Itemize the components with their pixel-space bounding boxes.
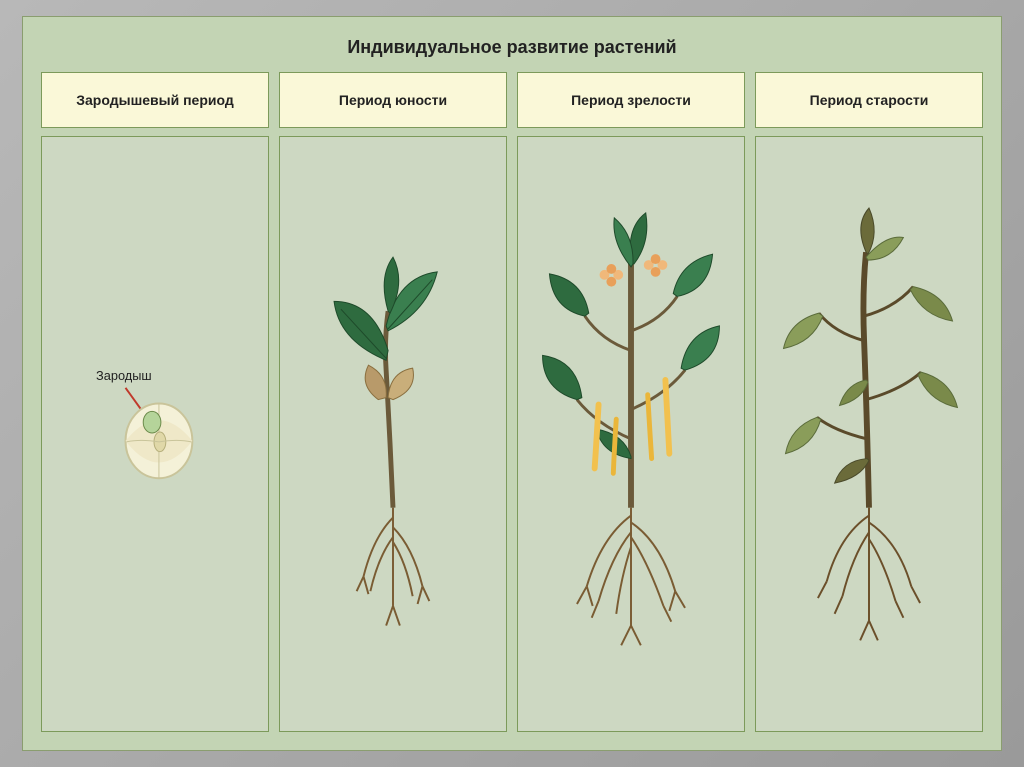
embryo-label: Зародыш [96,368,152,383]
leaves-icon [334,257,437,360]
column-youth: Период юности [279,72,507,732]
branch-icon [866,372,921,400]
branch-icon [864,287,913,316]
column-maturity: Период зрелости [517,72,745,732]
header-youth: Период юности [279,72,507,128]
roots-icon [818,508,920,641]
body-embryo: Зародыш [41,136,269,732]
branch-icon [631,370,685,409]
mature-plant-illustration [518,137,744,731]
seed-husk-icon [365,365,386,399]
seed-fruit-icon [126,404,193,479]
roots-icon [357,508,430,626]
embryo-illustration: Зародыш [42,137,268,731]
main-panel: Индивидуальное развитие растений Зародыш… [22,16,1002,751]
stem-icon [385,311,393,508]
page-title: Индивидуальное развитие растений [41,37,983,58]
body-oldage [755,136,983,732]
branch-icon [819,313,864,341]
branch-icon [817,417,867,439]
column-embryo: Зародышевый период Зародыш [41,72,269,732]
body-maturity [517,136,745,732]
seed-husk-icon-2 [388,368,413,399]
body-youth [279,136,507,732]
wilted-leaves-icon [784,208,958,483]
old-plant-illustration [756,137,982,731]
header-embryo: Зародышевый период [41,72,269,128]
youth-plant-illustration [280,137,506,731]
branch-icon [585,316,631,350]
outer-frame: Индивидуальное развитие растений Зародыш… [0,0,1024,767]
column-oldage: Период старости [755,72,983,732]
roots-icon [577,508,685,646]
header-maturity: Период зрелости [517,72,745,128]
columns-grid: Зародышевый период Зародыш [41,72,983,732]
header-oldage: Период старости [755,72,983,128]
branch-icon [631,296,677,330]
